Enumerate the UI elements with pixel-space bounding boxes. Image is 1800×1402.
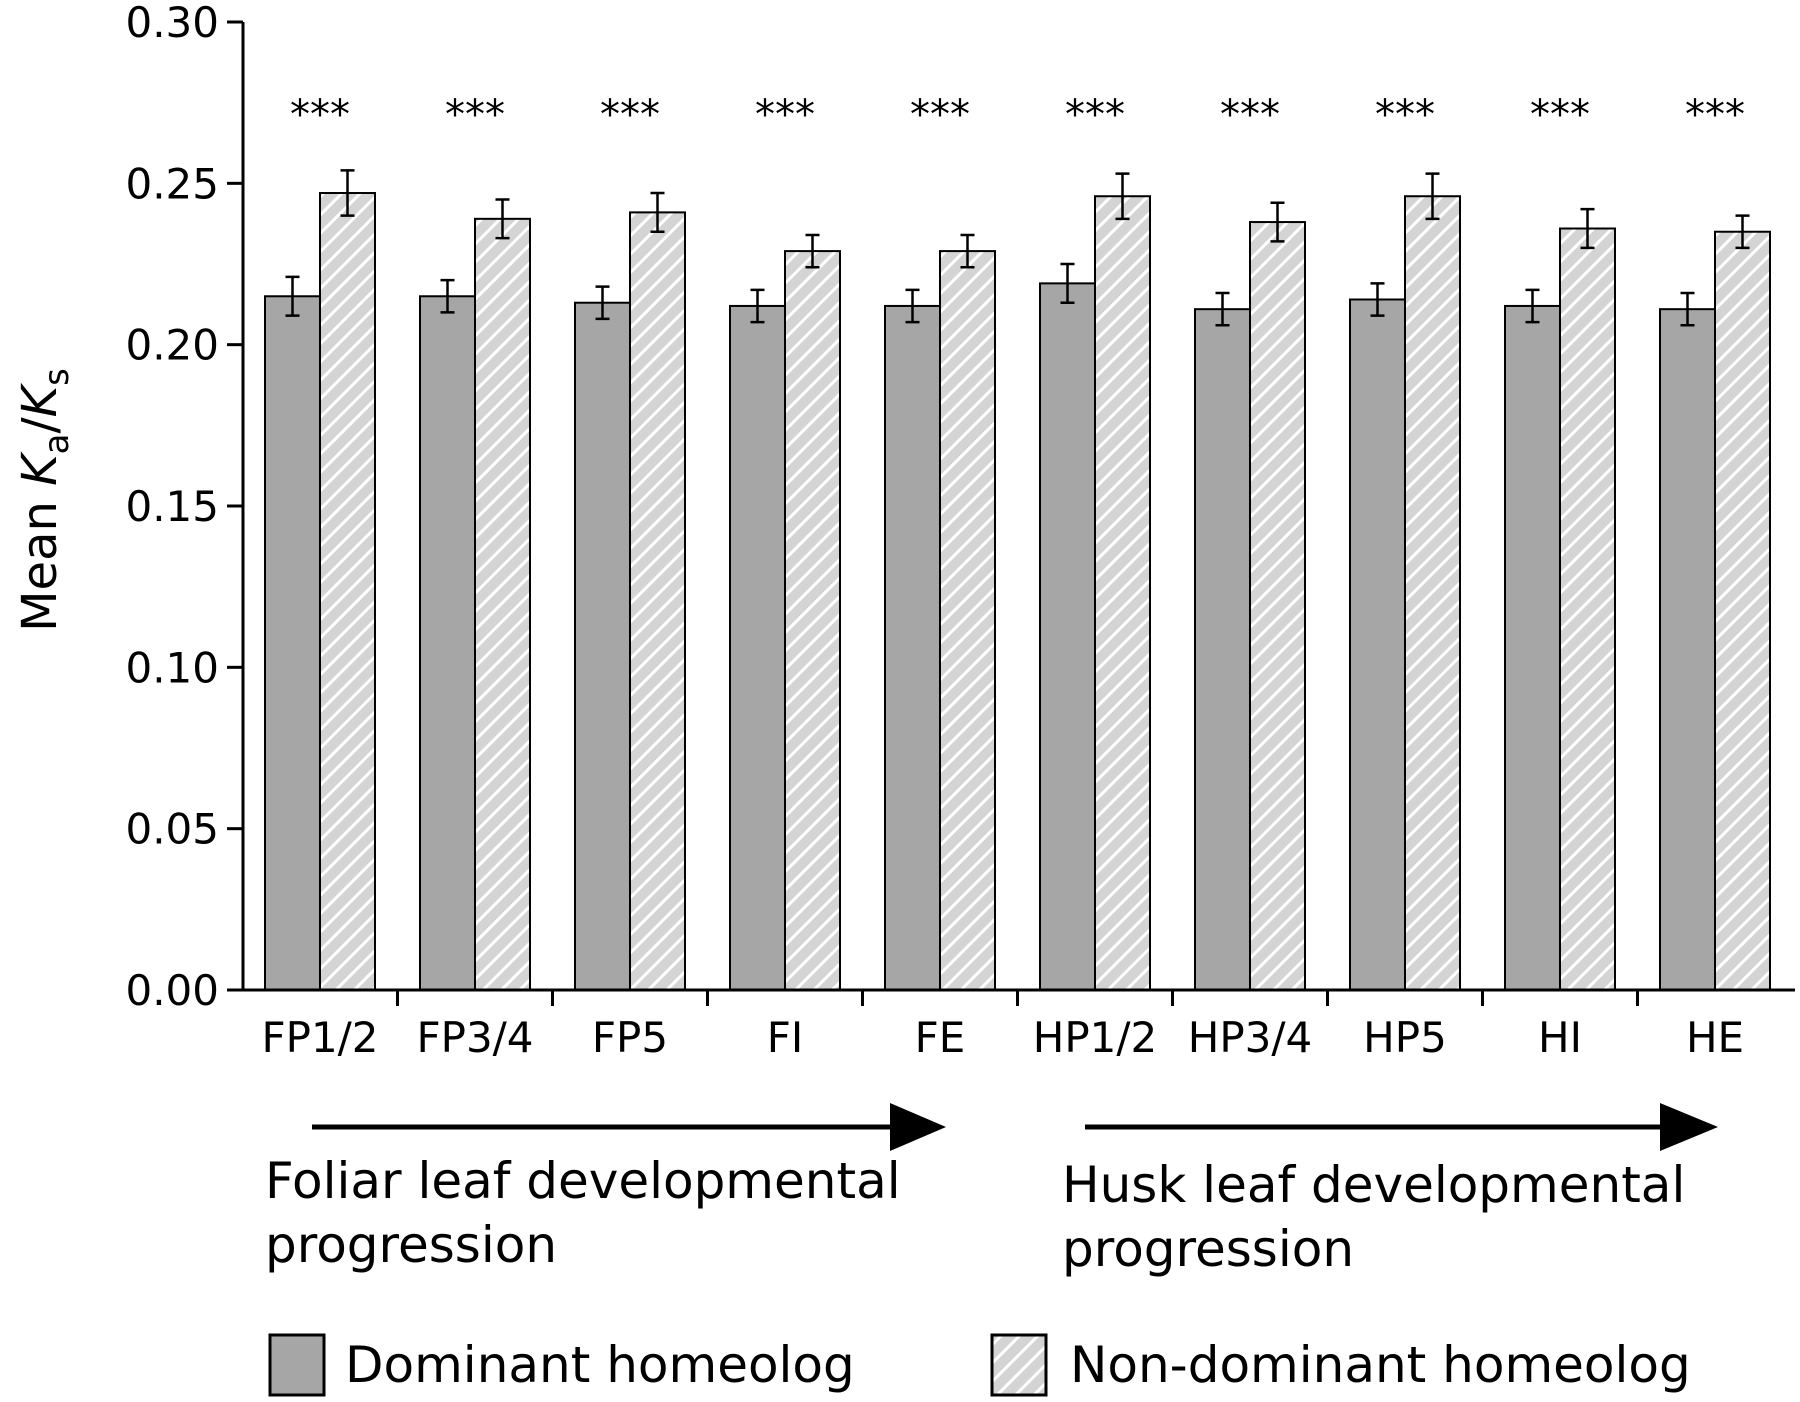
legend: Dominant homeolog Non-dominant homeolog: [268, 1333, 1691, 1397]
error-bar: [1580, 207, 1595, 250]
bar-non-dominant: [1094, 195, 1151, 992]
error-bar: [805, 233, 820, 269]
y-tick-label: 0.30: [125, 0, 219, 47]
bar-dominant: [1349, 298, 1406, 991]
significance-marker: ***: [445, 92, 505, 138]
bar-dominant: [1659, 308, 1716, 991]
bar-dominant: [729, 304, 786, 991]
error-bar: [1115, 172, 1130, 221]
x-tick-label: FP1/2: [261, 1013, 378, 1062]
y-tick-label: 0.05: [125, 805, 219, 854]
bar-dominant: [1039, 282, 1096, 991]
significance-marker: ***: [755, 92, 815, 138]
husk-progression-label-line2: progression: [1062, 1220, 1354, 1278]
x-axis-ticks: FP1/2 FP3/4 FP5 FI FE HP1/2 HP3/4 HP5 HI HE: [261, 990, 1744, 1062]
error-bar: [1270, 201, 1285, 243]
bar-non-dominant: [1714, 230, 1771, 991]
foliar-progression-label-line2: progression: [265, 1216, 557, 1274]
bars: *** *** *** *** *** *** *** *** *** ***: [264, 92, 1771, 992]
husk-progression-label-line1: Husk leaf developmental: [1062, 1156, 1685, 1214]
error-bar: [1735, 214, 1750, 250]
legend-swatch-dominant: [268, 1333, 326, 1397]
progression-arrow-foliar: [312, 1103, 946, 1151]
error-bar: [1215, 291, 1230, 327]
bar-non-dominant: [784, 250, 841, 992]
bar-non-dominant: [1559, 227, 1616, 992]
bar-non-dominant: [629, 211, 686, 991]
error-bar: [1680, 291, 1695, 327]
error-bar: [595, 285, 610, 321]
error-bar: [750, 288, 765, 324]
y-tick-label: 0.25: [125, 159, 219, 208]
significance-marker: ***: [600, 92, 660, 138]
legend-label-non-dominant: Non-dominant homeolog: [1070, 1336, 1691, 1394]
error-bar: [905, 288, 920, 324]
bar-non-dominant: [1404, 195, 1461, 992]
x-tick-label: FI: [767, 1013, 804, 1062]
x-tick-label: FE: [915, 1013, 966, 1062]
x-tick-label: HP5: [1363, 1013, 1447, 1062]
bar-dominant: [574, 301, 631, 992]
significance-marker: ***: [1530, 92, 1590, 138]
error-bar: [340, 169, 355, 217]
y-axis-ticks: 0.00 0.05 0.10 0.15 0.20 0.25 0.30: [125, 0, 243, 1015]
y-axis-label: Mean Ka/Ks: [12, 368, 77, 632]
bar-non-dominant: [939, 250, 996, 992]
bar-dominant: [264, 295, 321, 991]
error-bar: [650, 191, 665, 233]
progression-arrow-husk: [1085, 1103, 1718, 1151]
x-tick-label: FP3/4: [416, 1013, 533, 1062]
x-tick-label: FP5: [592, 1013, 668, 1062]
significance-marker: ***: [1065, 92, 1125, 138]
legend-label-dominant: Dominant homeolog: [345, 1336, 855, 1394]
y-tick-label: 0.20: [125, 321, 219, 370]
bar-dominant: [1194, 308, 1251, 991]
error-bar: [440, 278, 455, 314]
bar-non-dominant: [1249, 221, 1306, 991]
x-tick-label: HP3/4: [1188, 1013, 1313, 1062]
error-bar: [1425, 172, 1440, 221]
error-bar: [495, 198, 510, 240]
bar-non-dominant: [319, 192, 376, 992]
error-bar: [1525, 288, 1540, 324]
x-tick-label: HE: [1686, 1013, 1744, 1062]
error-bar: [960, 233, 975, 269]
foliar-progression-label-line1: Foliar leaf developmental: [265, 1152, 901, 1210]
bar-non-dominant: [474, 217, 531, 991]
y-tick-label: 0.15: [125, 482, 219, 531]
error-bar: [1060, 262, 1075, 304]
significance-marker: ***: [1220, 92, 1280, 138]
legend-swatch-non-dominant: [990, 1333, 1048, 1397]
significance-marker: ***: [910, 92, 970, 138]
y-tick-label: 0.10: [125, 643, 219, 692]
x-tick-label: HP1/2: [1033, 1013, 1158, 1062]
significance-marker: ***: [1685, 92, 1745, 138]
x-tick-label: HI: [1538, 1013, 1582, 1062]
bar-dominant: [419, 295, 476, 991]
significance-marker: ***: [1375, 92, 1435, 138]
error-bar: [285, 275, 300, 317]
error-bar: [1370, 282, 1385, 317]
bar-dominant: [884, 304, 941, 991]
bar-dominant: [1504, 304, 1561, 991]
significance-marker: ***: [290, 92, 350, 138]
y-tick-label: 0.00: [125, 966, 219, 1015]
